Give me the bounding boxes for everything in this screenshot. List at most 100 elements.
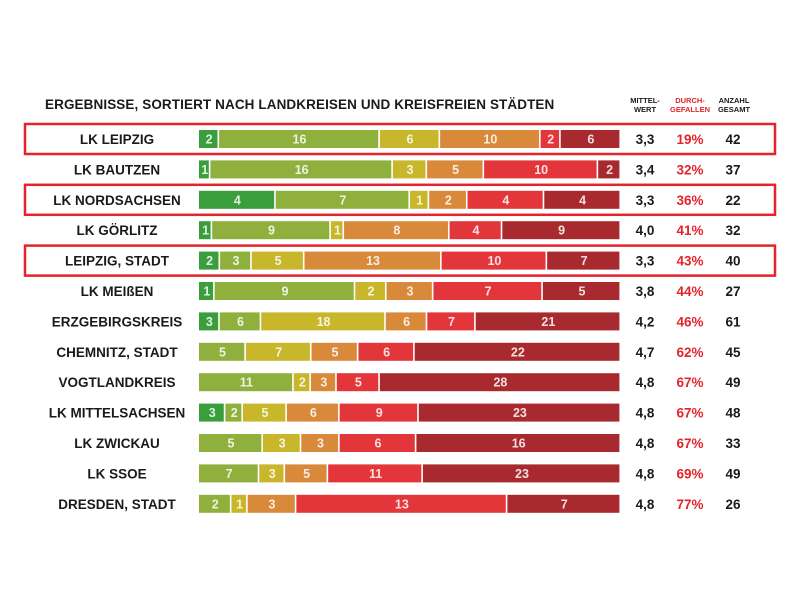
- bar-segment: [199, 342, 245, 361]
- bar-segment: [245, 342, 310, 361]
- bar-segment: [422, 464, 620, 483]
- chart-row: LK LEIPZIG 2 16 6 10 2 6 3,3 19% 42: [23, 122, 777, 156]
- column-header-anzahl: ANZAHL GESAMT: [717, 96, 751, 114]
- segment-value-label: 16: [293, 133, 307, 147]
- anzahl-value: 27: [725, 284, 740, 299]
- bar-segment: [293, 373, 310, 392]
- bar-segment: [199, 282, 214, 300]
- anzahl-value: 40: [725, 254, 740, 269]
- chart-row: LK MEIßEN 1 9 2 3 7 5 3,8 44% 27: [81, 282, 741, 300]
- chart-title: ERGEBNISSE, SORTIERT NACH LANDKREISEN UN…: [45, 97, 555, 112]
- segment-value-label: 7: [339, 193, 346, 207]
- durchgefallen-value: 46%: [676, 314, 703, 329]
- row-label: CHEMNITZ, STADT: [56, 345, 178, 360]
- durchgefallen-value: 67%: [676, 406, 703, 421]
- bar-segment: [311, 342, 357, 361]
- anzahl-value: 37: [725, 162, 740, 177]
- bar-segment: [440, 130, 540, 148]
- segment-value-label: 3: [407, 163, 414, 177]
- bar-segment: [261, 312, 385, 331]
- segment-value-label: 21: [541, 315, 555, 329]
- chart-row: LK SSOE 7 3 5 11 23 4,8 69% 49: [87, 464, 741, 483]
- durchgefallen-value: 67%: [676, 375, 703, 390]
- anzahl-value: 49: [725, 466, 740, 481]
- row-label: LK BAUTZEN: [74, 162, 160, 177]
- durchgefallen-value: 77%: [676, 497, 703, 512]
- bar-segment: [199, 190, 275, 209]
- anzahl-value: 26: [725, 497, 741, 512]
- mittelwert-value: 3,4: [636, 162, 655, 177]
- segment-value-label: 2: [606, 163, 613, 177]
- bar-segment: [379, 373, 620, 392]
- segment-value-label: 6: [407, 133, 414, 147]
- bar-segment: [598, 160, 620, 179]
- segment-value-label: 1: [334, 224, 341, 238]
- chart-row: LK ZWICKAU 5 3 3 6 16 4,8 67% 33: [74, 434, 741, 452]
- bar-segment: [502, 221, 620, 240]
- durchgefallen-value: 62%: [676, 345, 703, 360]
- mittelwert-value: 4,2: [636, 314, 655, 329]
- segment-value-label: 3: [232, 254, 239, 268]
- segment-value-label: 7: [226, 467, 233, 481]
- row-label: LK ZWICKAU: [74, 436, 159, 451]
- segment-value-label: 3: [269, 497, 276, 511]
- bar-segment: [251, 251, 303, 270]
- segment-value-label: 2: [231, 406, 238, 420]
- bar-segment: [199, 403, 224, 422]
- highlight-frame: [23, 183, 777, 217]
- segment-value-label: 5: [261, 406, 268, 420]
- bar-segment: [210, 160, 392, 179]
- mittelwert-value: 3,3: [636, 132, 655, 147]
- segment-value-label: 3: [269, 467, 276, 481]
- segment-value-label: 13: [395, 497, 409, 511]
- segment-value-label: 13: [366, 254, 380, 268]
- bar-segment: [418, 403, 620, 422]
- bar-segment: [199, 251, 219, 270]
- anzahl-value: 61: [725, 314, 741, 329]
- bar-segment: [542, 282, 620, 300]
- mittelwert-value: 4,8: [636, 497, 655, 512]
- anzahl-value: 42: [725, 132, 740, 147]
- segment-value-label: 9: [281, 285, 288, 299]
- bar-segment: [386, 282, 432, 300]
- segment-value-label: 16: [295, 163, 309, 177]
- row-label: LK MEIßEN: [81, 284, 154, 299]
- bar-segment: [449, 221, 501, 240]
- mittelwert-value: 4,7: [636, 345, 655, 360]
- chart-row: ERZGEBIRGSKREIS 3 6 18 6 7 21 4,2 46% 61: [52, 312, 741, 331]
- segment-value-label: 11: [240, 376, 253, 390]
- bar-segment: [330, 221, 343, 240]
- segment-value-label: 10: [534, 163, 548, 177]
- chart-row: LK MITTELSACHSEN 3 2 5 6 9 23 4,8 67% 48: [49, 403, 741, 422]
- segment-value-label: 2: [445, 193, 452, 207]
- bar-segment: [355, 282, 385, 300]
- bar-segment: [540, 130, 560, 148]
- segment-value-label: 6: [310, 406, 317, 420]
- bar-segment: [199, 434, 262, 452]
- bar-segment: [560, 130, 620, 148]
- bar-segment: [262, 434, 300, 452]
- bar-segment: [344, 221, 448, 240]
- chart-row: DRESDEN, STADT 2 1 3 13 7 4,8 77% 26: [58, 494, 741, 513]
- chart-row: CHEMNITZ, STADT 5 7 5 6 22 4,7 62% 45: [56, 342, 741, 361]
- segment-value-label: 5: [219, 345, 226, 359]
- segment-value-label: 5: [275, 254, 282, 268]
- bar-segment: [199, 494, 230, 513]
- segment-value-label: 4: [579, 193, 586, 207]
- segment-value-label: 7: [275, 345, 282, 359]
- segment-value-label: 7: [485, 285, 492, 299]
- segment-value-label: 5: [452, 163, 459, 177]
- bar-segment: [219, 130, 379, 148]
- segment-value-label: 2: [367, 285, 374, 299]
- chart-row: LEIPZIG, STADT 2 3 5 13 10 7 3,3 43% 40: [23, 244, 777, 277]
- mittelwert-value: 3,8: [636, 284, 655, 299]
- bar-segment: [285, 464, 327, 483]
- bar-segment: [212, 221, 330, 240]
- segment-value-label: 7: [448, 315, 455, 329]
- segment-value-label: 3: [407, 285, 414, 299]
- segment-value-label: 16: [512, 437, 526, 451]
- durchgefallen-value: 43%: [676, 254, 703, 269]
- segment-value-label: 1: [416, 193, 423, 207]
- bar-segment: [259, 464, 284, 483]
- segment-value-label: 23: [515, 467, 529, 481]
